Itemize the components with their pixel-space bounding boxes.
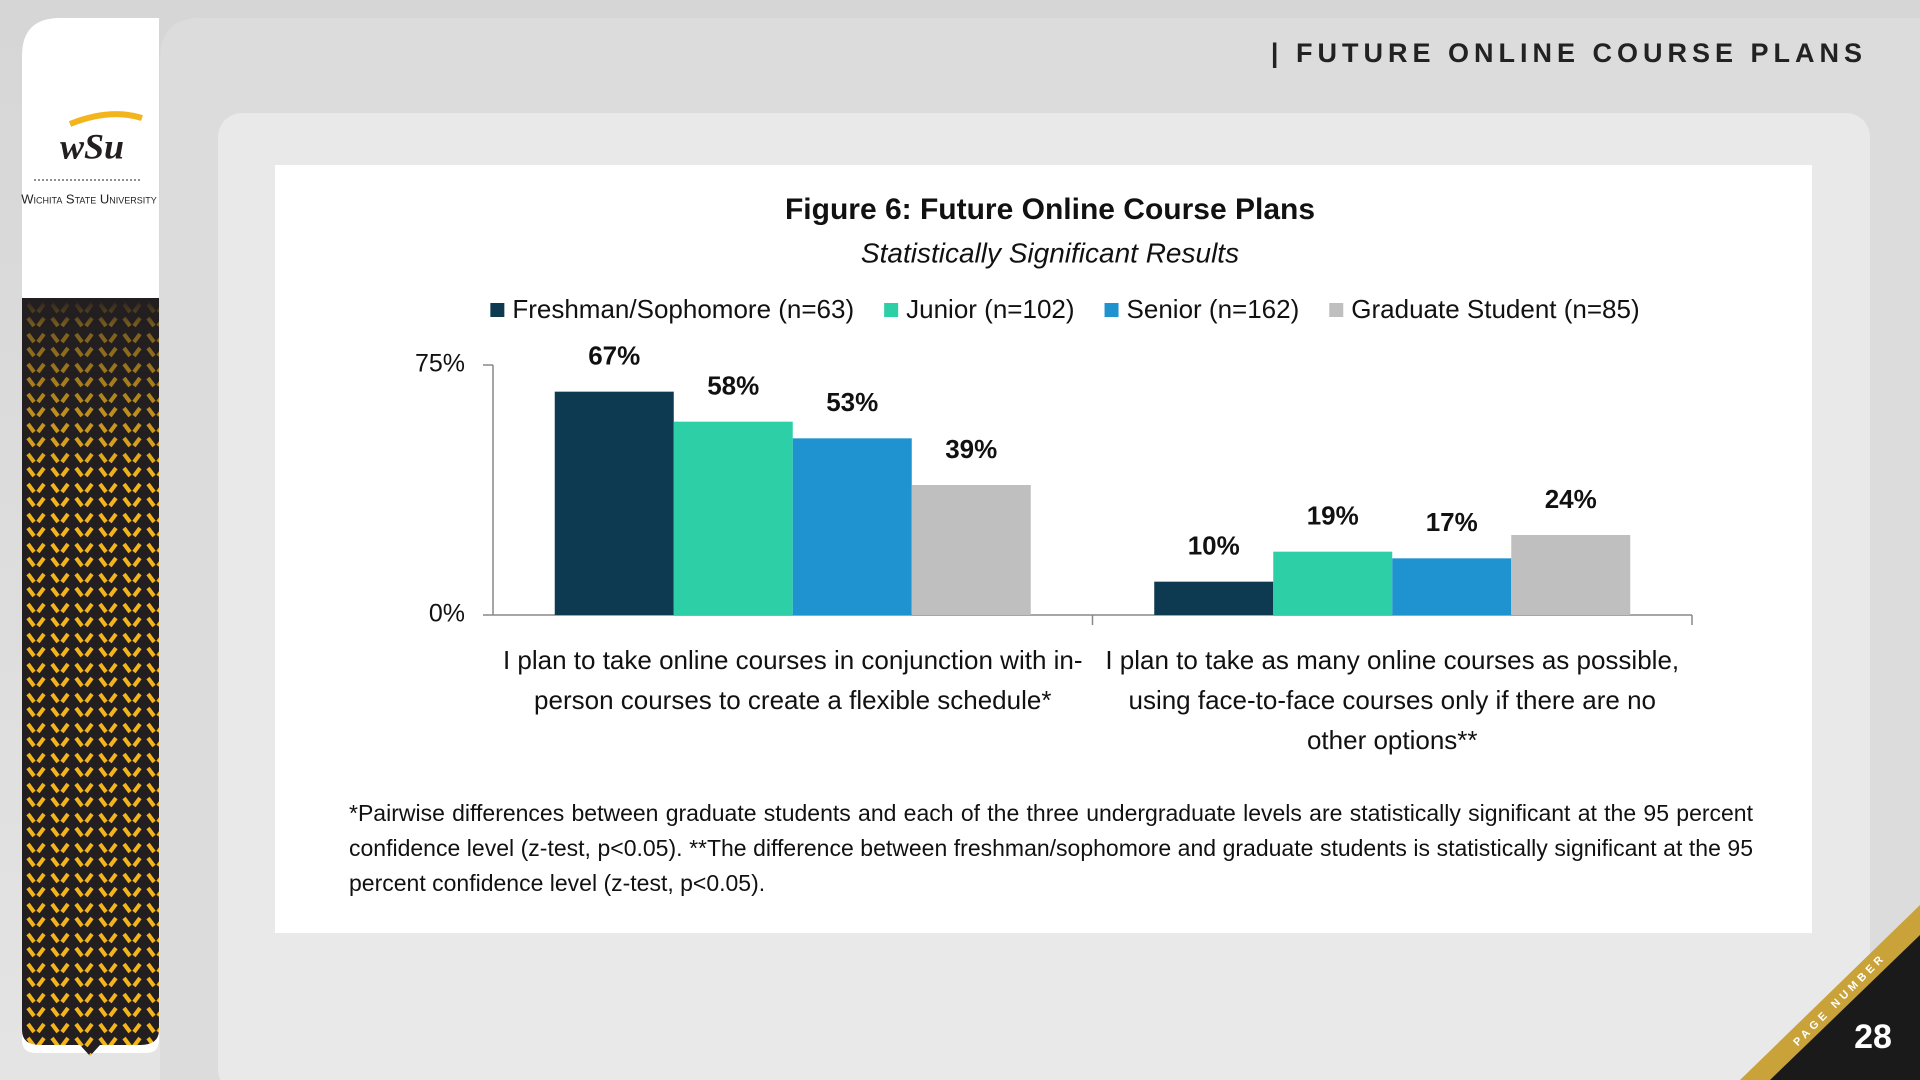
value-label: 39% (945, 434, 997, 464)
bar (1392, 558, 1512, 615)
header-title: | FUTURE ONLINE COURSE PLANS (1271, 38, 1867, 68)
logo-wheat (68, 111, 143, 127)
value-label: 24% (1545, 484, 1597, 514)
bar (673, 421, 793, 615)
page-number: 28 (1854, 1018, 1892, 1056)
logo-mark: wSu (60, 126, 124, 166)
legend-swatch (1104, 303, 1119, 317)
bar (1511, 535, 1631, 615)
y-tick-label: 0% (429, 600, 465, 628)
value-label: 67% (588, 341, 640, 371)
pattern-fade (22, 298, 159, 478)
legend-label: Senior (n=162) (1127, 294, 1300, 324)
x-tick-label: I plan to take as many online courses as… (1105, 645, 1680, 755)
legend-swatch (490, 303, 505, 317)
legend-swatch (884, 303, 899, 317)
value-label: 19% (1307, 501, 1359, 531)
bar (792, 438, 912, 615)
chart-title: Figure 6: Future Online Course Plans (785, 193, 1315, 226)
legend-swatch (1329, 303, 1344, 317)
bar (1273, 551, 1393, 615)
y-tick-label: 75% (415, 350, 465, 378)
legend-label: Junior (n=102) (906, 294, 1074, 324)
sidebar-pattern (22, 298, 159, 1056)
bar (554, 391, 674, 615)
logo-name: Wichita State University (21, 191, 157, 206)
value-label: 17% (1426, 507, 1478, 537)
value-label: 10% (1188, 531, 1240, 561)
chart-subtitle: Statistically Significant Results (861, 237, 1239, 268)
footnote: *Pairwise differences between graduate s… (349, 800, 1753, 896)
page-corner-inner (1770, 935, 1920, 1080)
x-tick-label: I plan to take online courses in conjunc… (502, 645, 1083, 715)
legend-label: Freshman/Sophomore (n=63) (512, 294, 854, 324)
bar (911, 485, 1031, 615)
legend-label: Graduate Student (n=85) (1351, 294, 1639, 324)
bar (1154, 581, 1274, 615)
value-label: 58% (707, 371, 759, 401)
value-label: 53% (826, 387, 878, 417)
